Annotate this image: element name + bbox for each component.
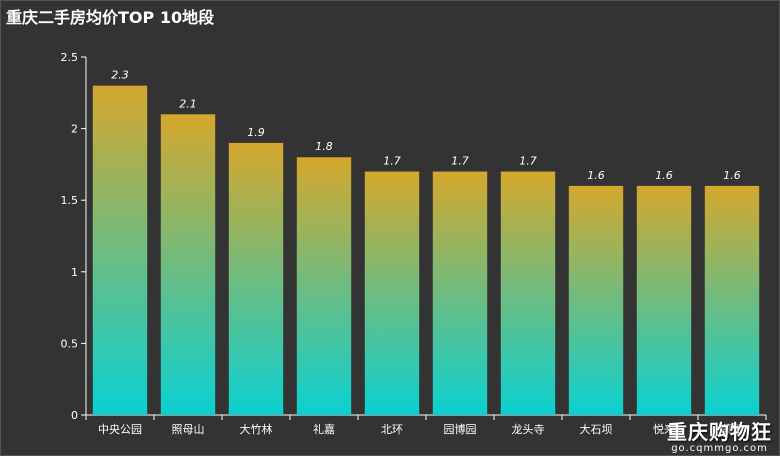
y-tick-label: 1.5 <box>61 194 79 207</box>
bar-value-label: 1.7 <box>451 155 469 168</box>
x-tick-label: 园博园 <box>444 423 477 436</box>
bar <box>568 185 624 415</box>
y-tick-label: 1 <box>71 266 78 279</box>
y-tick-label: 2 <box>71 123 78 136</box>
x-tick-label: 蔡家 <box>721 422 743 436</box>
bar <box>160 114 216 415</box>
bar-value-label: 2.3 <box>111 69 129 82</box>
bar <box>500 171 556 415</box>
bar-value-label: 1.6 <box>655 169 673 182</box>
x-tick-label: 悦来 <box>653 422 675 436</box>
bar-value-label: 1.9 <box>247 126 265 139</box>
bar <box>364 171 420 415</box>
bar-value-label: 1.6 <box>587 169 605 182</box>
x-tick-label: 龙头寺 <box>512 423 545 436</box>
bar-value-label: 2.1 <box>179 97 197 110</box>
x-tick-label: 北环 <box>381 423 403 436</box>
bar-value-label: 1.7 <box>383 155 401 168</box>
y-axis: 0 0.5 1 1.5 2 2.5 <box>61 51 87 422</box>
y-tick-label: 0 <box>71 409 78 422</box>
x-tick-label: 中央公园 <box>98 423 142 436</box>
bars <box>92 85 760 416</box>
chart-title: 重庆二手房均价TOP 10地段 <box>6 8 215 27</box>
bar-value-label: 1.8 <box>315 140 333 153</box>
bar <box>636 185 692 415</box>
bar <box>296 157 352 416</box>
bar-value-label: 1.7 <box>519 155 537 168</box>
y-tick-label: 0.5 <box>61 337 79 350</box>
bar <box>228 142 284 416</box>
value-labels: 2.3 2.1 1.9 1.8 1.7 1.7 1.7 1.6 1.6 1.6 <box>111 69 741 182</box>
x-axis: 中央公园 照母山 大竹林 礼嘉 北环 园博园 龙头寺 大石坝 悦来 蔡家 <box>85 414 767 436</box>
bar <box>432 171 488 415</box>
bar-value-label: 1.6 <box>723 169 741 182</box>
x-tick-label: 大竹林 <box>240 422 273 436</box>
x-tick-label: 照母山 <box>172 423 205 436</box>
bar <box>704 185 760 415</box>
y-tick-label: 2.5 <box>61 51 79 64</box>
bar <box>92 85 148 415</box>
x-tick-label: 礼嘉 <box>313 422 335 436</box>
x-tick-label: 大石坝 <box>580 422 613 436</box>
